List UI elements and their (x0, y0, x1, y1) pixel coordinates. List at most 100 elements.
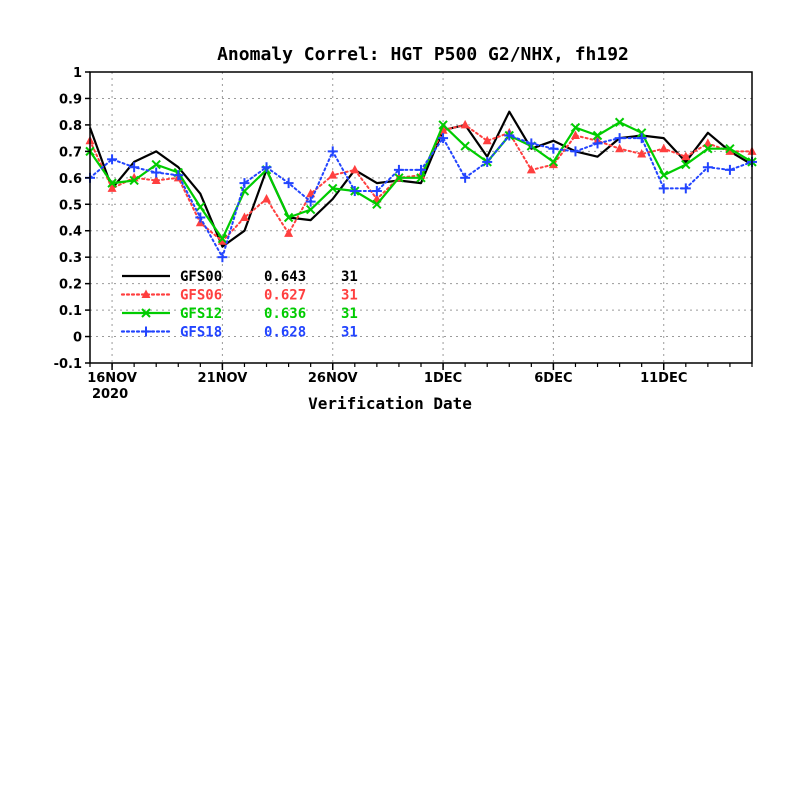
data-point-gfs12 (372, 199, 382, 209)
data-point-gfs12 (570, 122, 581, 133)
data-point-gfs06 (284, 228, 294, 237)
data-point-gfs18 (393, 164, 404, 175)
data-point-gfs18 (438, 133, 449, 144)
data-point-gfs18 (151, 167, 162, 178)
data-point-gfs12 (195, 202, 206, 212)
data-point-gfs18 (548, 143, 559, 154)
legend-marker-gfs18 (141, 326, 151, 337)
legend-name-gfs12: GFS12 (180, 306, 222, 322)
data-point-gfs06 (637, 149, 647, 158)
y-tick-label: 0.5 (59, 198, 82, 213)
data-point-gfs18 (702, 162, 713, 173)
data-point-gfs12 (703, 144, 713, 154)
legend-count-gfs06: 31 (341, 288, 358, 304)
data-point-gfs06 (526, 164, 536, 174)
data-point-gfs12 (107, 178, 117, 188)
data-point-gfs12 (328, 183, 338, 194)
data-point-gfs18 (349, 186, 360, 197)
data-point-gfs06 (570, 130, 580, 139)
data-point-gfs18 (680, 183, 691, 194)
data-point-gfs12 (305, 204, 316, 215)
y-tick-label: 0 (73, 331, 82, 346)
legend-mean-gfs00: 0.643 (264, 269, 306, 285)
data-point-gfs06 (725, 146, 735, 155)
data-point-gfs06 (482, 135, 492, 145)
data-point-gfs06 (681, 151, 691, 161)
data-point-gfs18 (658, 183, 669, 194)
data-point-gfs18 (107, 154, 118, 165)
y-tick-label: 0.4 (59, 225, 82, 240)
data-point-gfs18 (173, 170, 184, 181)
data-point-gfs18 (482, 156, 493, 167)
data-point-gfs18 (195, 212, 206, 223)
data-point-gfs12 (416, 173, 426, 183)
x-tick-label: 16NOV (87, 371, 137, 386)
y-tick-label: 0.9 (59, 92, 82, 107)
data-point-gfs18 (724, 164, 735, 175)
data-point-gfs06 (262, 193, 272, 203)
legend-marker-gfs06 (141, 289, 151, 298)
data-point-gfs18 (129, 162, 140, 173)
data-point-gfs18 (504, 130, 515, 141)
y-tick-label: 0.3 (59, 251, 82, 266)
legend-mean-gfs12: 0.636 (264, 306, 306, 322)
legend: GFS00 0.643 31 GFS06 0.627 31 GFS12 0.636 31 GFS1… (120, 269, 358, 341)
data-point-gfs12 (681, 159, 691, 170)
x-tick-label: 21NOV (198, 371, 248, 386)
data-point-gfs06 (548, 159, 558, 169)
data-point-gfs18 (261, 162, 272, 173)
data-point-gfs12 (151, 159, 161, 170)
series-layer (85, 110, 757, 263)
data-point-gfs06 (703, 138, 713, 147)
legend-name-gfs18: GFS18 (180, 325, 222, 341)
legend-mean-gfs18: 0.628 (264, 325, 306, 341)
data-point-gfs12 (460, 141, 470, 151)
y-tick-label: 1 (73, 66, 82, 81)
legend-name-gfs00: GFS00 (180, 269, 222, 285)
data-point-gfs18 (283, 178, 294, 189)
y-axis: -0.1 0 0.1 0.2 0.3 0.4 0.5 0.6 0.7 0.8 0.9 1 (54, 66, 90, 372)
y-tick-label: 0.7 (59, 145, 82, 160)
data-point-gfs12 (548, 157, 559, 167)
legend-count-gfs00: 31 (341, 269, 358, 285)
data-point-gfs12 (283, 212, 294, 223)
data-point-gfs18 (217, 252, 228, 263)
data-point-gfs12 (636, 128, 647, 138)
legend-marker-gfs12 (141, 308, 151, 318)
data-point-gfs18 (327, 146, 338, 157)
data-point-gfs06 (460, 119, 470, 129)
data-point-gfs12 (394, 173, 404, 183)
data-point-gfs12 (659, 170, 669, 180)
data-point-gfs18 (460, 172, 471, 183)
data-point-gfs18 (526, 138, 537, 149)
data-point-gfs06 (615, 143, 625, 153)
y-tick-label: 0.6 (59, 172, 82, 187)
y-tick-label: 0.1 (59, 304, 82, 319)
data-point-gfs06 (350, 164, 360, 174)
y-tick-label: 0.2 (59, 278, 82, 293)
data-point-gfs06 (659, 143, 669, 153)
data-point-gfs18 (371, 186, 382, 197)
data-point-gfs18 (305, 196, 316, 207)
x-tick-label: 11DEC (640, 371, 687, 386)
legend-name-gfs06: GFS06 (180, 288, 222, 304)
x-tick-label: 6DEC (534, 371, 572, 386)
data-point-gfs06 (217, 236, 227, 245)
data-point-gfs12 (614, 117, 625, 127)
data-point-gfs18 (239, 178, 250, 189)
data-point-gfs06 (328, 170, 338, 179)
data-point-gfs06 (151, 175, 161, 184)
x-axis-label: Verification Date (308, 394, 472, 413)
data-point-gfs12 (725, 144, 735, 154)
data-point-gfs18 (592, 138, 603, 149)
data-point-gfs12 (217, 233, 228, 244)
chart-title: Anomaly Correl: HGT P500 G2/NHX, fh192 (217, 44, 629, 65)
x-tick-label: 1DEC (424, 371, 462, 386)
legend-count-gfs18: 31 (341, 325, 358, 341)
data-point-gfs06 (107, 183, 117, 192)
data-point-gfs12 (129, 175, 139, 186)
data-point-gfs12 (438, 120, 448, 130)
